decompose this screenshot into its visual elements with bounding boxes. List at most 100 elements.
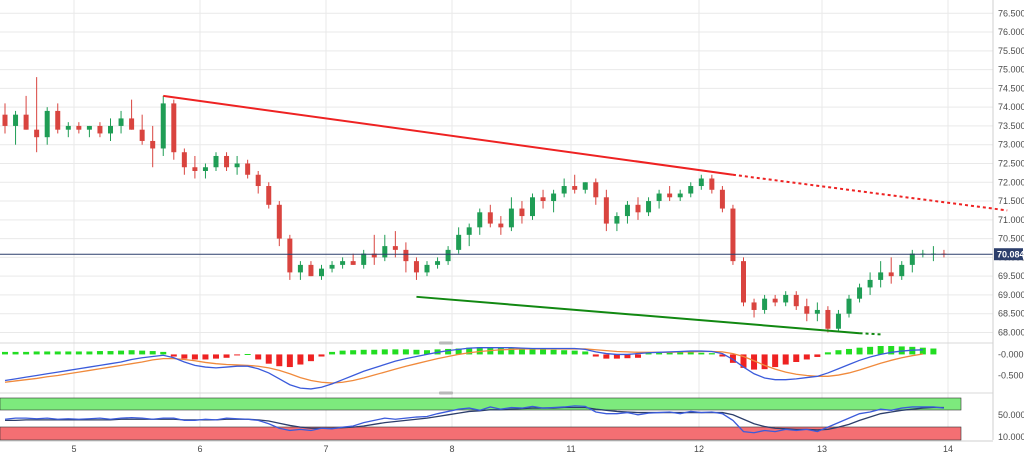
price-tick-label: 69.000 [998, 290, 1024, 300]
bullish-candle [698, 178, 704, 187]
macd-histogram-bar [339, 350, 346, 355]
macd-histogram-bar [645, 352, 652, 355]
macd-histogram-bar [33, 351, 40, 355]
macd-histogram-bar [402, 349, 409, 355]
macd-histogram-bar [877, 346, 884, 355]
bearish-candle [730, 208, 736, 262]
macd-tick-label: -0.500 [998, 370, 1024, 380]
bearish-candle [171, 103, 177, 153]
macd-histogram-bar [466, 347, 473, 355]
time-tick-label: 8 [449, 444, 454, 454]
macd-histogram-bar [782, 354, 789, 365]
bearish-candle [635, 204, 641, 213]
panel-resize-handle[interactable] [439, 341, 453, 345]
bearish-candle [97, 125, 103, 134]
bearish-candle [266, 186, 272, 205]
macd-histogram-bar [919, 347, 926, 355]
macd-histogram-bar [75, 351, 82, 355]
bullish-candle [551, 193, 557, 202]
last-price-badge [994, 248, 1023, 261]
bullish-candle [835, 313, 841, 329]
bullish-candle [614, 216, 620, 224]
macd-histogram-bar [86, 351, 93, 355]
macd-histogram-bar [497, 347, 504, 355]
bearish-candle [76, 125, 82, 130]
price-tick-label: 69.500 [998, 271, 1024, 281]
support-trendline [859, 332, 881, 336]
macd-histogram-bar [708, 353, 715, 355]
macd-histogram-bar [550, 349, 557, 355]
oscillator-line-a [4, 405, 945, 434]
price-tick-label: 73.500 [998, 121, 1024, 131]
macd-histogram-bar [307, 354, 314, 362]
bearish-candle [129, 118, 135, 130]
bullish-candle [213, 155, 219, 168]
bearish-candle [593, 182, 599, 198]
bearish-candle [34, 129, 40, 138]
price-tick-label: 74.000 [998, 102, 1024, 112]
bullish-candle [561, 186, 567, 194]
time-axis: 5 6 7 8 11 12 13 14 [0, 440, 993, 454]
bullish-candle [762, 298, 768, 310]
bullish-candle [234, 163, 240, 168]
support-trendline [416, 295, 860, 335]
macd-histogram-bar [350, 350, 357, 355]
macd-histogram-bar [413, 349, 420, 355]
price-tick-label: 70.500 [998, 234, 1024, 244]
macd-panel [2, 346, 937, 390]
bearish-candle [224, 155, 230, 168]
panel-resize-handles[interactable] [439, 341, 453, 395]
bullish-candle [656, 193, 662, 202]
macd-histogram-bar [139, 350, 146, 355]
bearish-candle [55, 110, 61, 130]
bullish-candle [857, 287, 863, 299]
bullish-candle [329, 264, 335, 269]
macd-histogram-bar [297, 354, 304, 365]
macd-histogram-bar [508, 348, 515, 355]
oscillator-tick-label: 10.000 [998, 432, 1024, 442]
macd-histogram-bar [656, 352, 663, 355]
price-tick-label: 71.500 [998, 196, 1024, 206]
price-tick-label: 68.500 [998, 309, 1024, 319]
macd-histogram-bar [392, 349, 399, 355]
trendlines [163, 94, 1008, 336]
bearish-candle [287, 238, 293, 273]
overbought-zone [0, 397, 962, 411]
macd-histogram-bar [445, 348, 452, 355]
time-tick-label: 11 [566, 444, 575, 454]
time-tick-label: 5 [71, 444, 76, 454]
macd-histogram-bar [856, 347, 863, 355]
bearish-candle [667, 193, 673, 198]
macd-tick-label: -0.000 [998, 349, 1024, 359]
macd-histogram-bar [118, 350, 125, 355]
bullish-candle [814, 309, 820, 314]
bearish-candle [519, 208, 525, 217]
time-tick-label: 6 [197, 444, 202, 454]
macd-histogram-bar [12, 351, 19, 355]
macd-histogram-bar [793, 354, 800, 362]
bearish-candle [804, 306, 810, 314]
price-tick-label: 74.500 [998, 83, 1024, 93]
bearish-candle [751, 302, 757, 310]
bullish-candle [466, 227, 472, 235]
price-tick-label: 76.000 [998, 27, 1024, 37]
macd-histogram-bar [624, 354, 631, 359]
bullish-candle [297, 264, 303, 273]
macd-histogram-bar [223, 354, 230, 358]
resistance-trendline [732, 173, 1008, 212]
bearish-candle [392, 246, 398, 250]
macd-histogram-bar [424, 350, 430, 355]
price-tick-label: 75.500 [998, 46, 1024, 56]
macd-histogram-bar [276, 354, 283, 367]
price-tick-label: 68.000 [998, 327, 1024, 337]
bullish-candle [361, 253, 367, 265]
price-tick-label: 75.000 [998, 65, 1024, 75]
macd-histogram-bar [329, 351, 336, 355]
macd-histogram-bar [529, 349, 536, 355]
macd-histogram-bar [265, 354, 272, 364]
price-tick-label: 71.000 [998, 215, 1024, 225]
panel-resize-handle[interactable] [439, 391, 453, 395]
price-tick-label: 72.000 [998, 177, 1024, 187]
macd-histogram-bar [719, 354, 726, 357]
price-axis: 68.00068.50069.00069.50070.00070.50071.0… [992, 0, 1024, 442]
